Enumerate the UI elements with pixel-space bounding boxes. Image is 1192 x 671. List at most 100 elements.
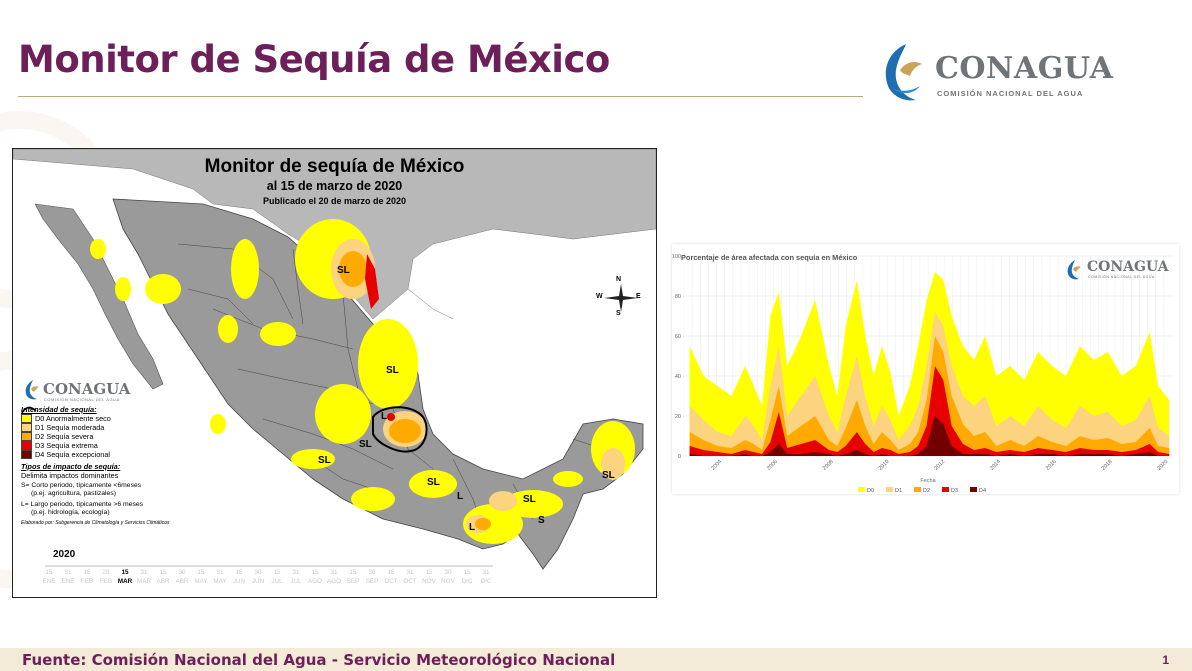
- timeline-tick: 31 MAR: [137, 569, 151, 585]
- timeline-tick: 31 ENE: [61, 569, 75, 585]
- timeline-tick: 15 OCT: [384, 569, 398, 585]
- y-tick-label: 40: [675, 374, 681, 380]
- legend-short-term-example: (p.ej. agricultura, pastizales): [31, 490, 116, 497]
- compass-w: W: [596, 293, 603, 300]
- legend-item-d1: D1 Sequía moderada: [21, 423, 206, 432]
- x-axis-label: Fecha: [920, 478, 936, 484]
- map-date: al 15 de marzo de 2020: [266, 179, 403, 193]
- legend-swatch-d2: [914, 487, 921, 492]
- chart-conagua-logo: CONAGUA COMISIÓN NACIONAL DEL AGUA: [1065, 258, 1175, 284]
- d3-areas: [365, 254, 395, 421]
- compass-n: N: [616, 276, 622, 283]
- legend-item-d4: D4 Sequía excepcional: [21, 450, 206, 459]
- map-logo-word: CONAGUA: [43, 380, 131, 398]
- legend-item-d3: D3 Sequía extrema: [21, 441, 206, 450]
- x-tick-label: 2006: [766, 459, 779, 472]
- impact-label: L: [381, 411, 388, 422]
- logo-wordmark: CONAGUA: [935, 51, 1114, 86]
- timeline-tick: 15 AGO: [308, 569, 322, 585]
- area-series-d3: [689, 366, 1170, 456]
- timeline-tick: 15 FEB: [80, 569, 94, 585]
- x-tick-label: 2004: [710, 459, 723, 472]
- legend-swatch-d3: [942, 487, 949, 492]
- legend-impact-line: Delimita impactos dominantes: [21, 406, 206, 480]
- map-conagua-logo: CONAGUA COMISIÓN NACIONAL DEL AGUA: [23, 379, 133, 403]
- d2-areas: [339, 251, 491, 530]
- legend-label-d0: D0: [867, 488, 874, 494]
- page-title: Monitor de Sequía de México: [18, 38, 610, 81]
- timeline-tick: 31 OCT: [403, 569, 417, 585]
- mexico-drought-map: [13, 149, 656, 597]
- y-tick-label: 0: [678, 454, 681, 460]
- legend-item-d0: D0 Anormalmente seco: [21, 414, 206, 423]
- x-tick-label: 2020: [1156, 459, 1169, 472]
- chart-logo-word: CONAGUA: [1087, 259, 1169, 275]
- timeline-tick: 15 MAY: [194, 569, 208, 585]
- timeline-tick: 30 ABR: [175, 569, 189, 585]
- legend-label-d2: D2: [923, 488, 930, 494]
- drought-area-chart: 0 20 40 60 80 100 2004 2006 2008 2010 2012 2014 2016…: [672, 254, 1172, 494]
- source-credit: Fuente: Comisión Nacional del Agua - Ser…: [22, 651, 616, 669]
- map-legend: Intensidad de sequía: D0 Anormalmente se…: [21, 405, 206, 528]
- timeline-tick: 15 SEP: [346, 569, 360, 585]
- y-tick-label: 80: [675, 294, 681, 300]
- compass-star-icon: [604, 284, 638, 312]
- timeline-tick: 15 DIC: [461, 569, 473, 585]
- timeline-tick: 15 JUL: [271, 569, 283, 585]
- impact-boundary: [372, 406, 428, 453]
- impact-label: L: [457, 491, 464, 502]
- impact-label: S: [538, 515, 545, 526]
- timeline-tick: 15 MAR: [117, 569, 133, 585]
- timeline-year: 2020: [53, 549, 76, 560]
- x-tick-label: 2008: [822, 459, 835, 472]
- logo-subtitle: COMISIÓN NACIONAL DEL AGUA: [937, 89, 1084, 98]
- map-credits: Elaborado por: Subgerencia de Climatolog…: [21, 520, 170, 526]
- chart-logo-sub: COMISIÓN NACIONAL DEL AGUA: [1088, 275, 1155, 279]
- timeline-tick: 28 FEB: [99, 569, 113, 585]
- area-series-d4: [689, 416, 1170, 456]
- compass-s: S: [616, 310, 621, 317]
- map-published: Publicado el 20 de marzo de 2020: [262, 196, 407, 206]
- impact-label: L: [469, 522, 476, 533]
- legend-short-term: S= Corto periodo, típicamente <6meses: [21, 482, 142, 489]
- x-tick-label: 2016: [1045, 459, 1058, 472]
- timeline: 15 ENE 31 ENE 15 FEB 28 FEB 15 MAR 31 MAR 15 ABR 30 ABR…: [41, 562, 501, 594]
- impact-label: SL: [337, 265, 350, 276]
- legend-label-d3: D3: [951, 488, 958, 494]
- timeline-tick: 15 NOV: [422, 569, 436, 585]
- compass-rose: N S W E: [596, 276, 646, 320]
- legend-item-d2: D2 Sequía severa: [21, 432, 206, 441]
- footer: Fuente: Comisión Nacional del Agua - Ser…: [0, 648, 1192, 671]
- timeline-tick: 15 ENE: [42, 569, 56, 585]
- timeline-tick: 31 DIC: [480, 569, 492, 585]
- page-number: 1: [1162, 653, 1169, 667]
- timeline-tick: 15 ABR: [156, 569, 170, 585]
- timeline-tick: 15 JUN: [232, 569, 246, 585]
- impact-label: SL: [427, 477, 440, 488]
- conagua-emblem-icon: [885, 44, 922, 101]
- area-series-d2: [689, 336, 1170, 456]
- legend-impact-header: Tipos de impacto de sequía:: [21, 462, 121, 471]
- legend-long-term-example: (p.ej. hidrología, ecología): [31, 509, 110, 516]
- drought-area-chart-panel: 0 20 40 60 80 100 2004 2006 2008 2010 2012 2014 2016…: [672, 244, 1179, 494]
- legend-swatch-d1: [886, 487, 893, 492]
- timeline-tick: 31 JUL: [290, 569, 302, 585]
- compass-e: E: [636, 293, 641, 300]
- legend-label-d1: D1: [895, 488, 902, 494]
- timeline-axis: [45, 565, 493, 567]
- conagua-emblem-icon: [25, 380, 39, 400]
- impact-label: SL: [386, 365, 399, 376]
- map-logo-sub: COMISIÓN NACIONAL DEL AGUA: [44, 397, 120, 402]
- impact-label: SL: [523, 494, 536, 505]
- y-tick-label: 20: [675, 414, 681, 420]
- title-divider: [18, 96, 863, 97]
- x-tick-label: 2012: [933, 459, 946, 472]
- impact-label: SL: [602, 470, 615, 481]
- map-title: Monitor de sequía de México: [204, 156, 465, 177]
- timeline-tick: 30 NOV: [441, 569, 455, 585]
- timeline-tick: 30 SEP: [365, 569, 379, 585]
- legend-long-term: L= Largo periodo, típicamente >6 meses: [21, 501, 144, 508]
- legend-intensity-header: Intensidad de sequía:: [21, 405, 97, 414]
- impact-label: SL: [318, 455, 331, 466]
- timeline-tick: 31 MAY: [213, 569, 227, 585]
